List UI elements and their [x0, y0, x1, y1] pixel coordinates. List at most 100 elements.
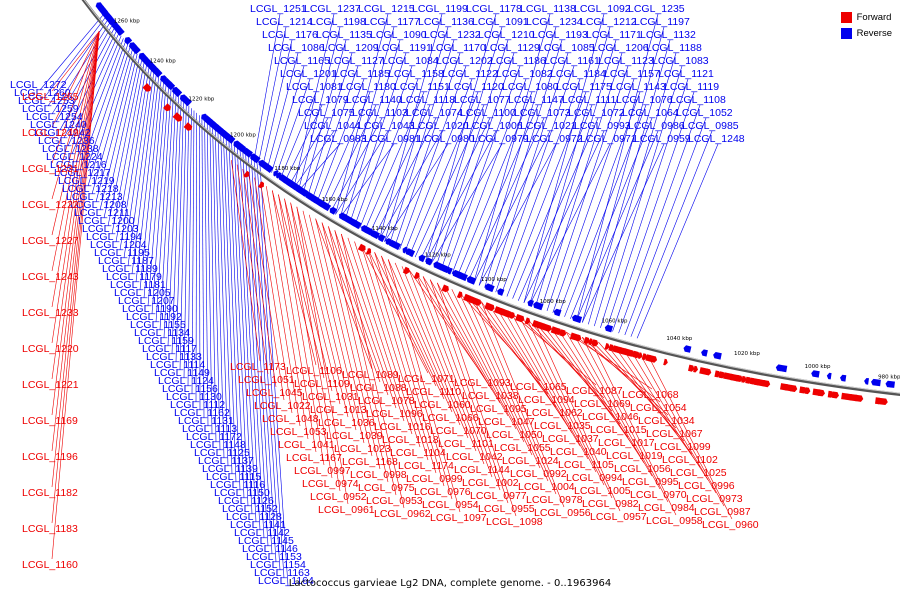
leader-line — [622, 348, 709, 481]
gene-label: LCGL_1044 — [304, 120, 361, 132]
ruler-tick-label: 1000 kbp — [805, 364, 831, 370]
gene-label: LCGL_0974 — [302, 478, 359, 490]
gene-label: LCGL_0959 — [634, 133, 691, 145]
gene-label: LCGL_1176 — [262, 29, 318, 41]
gene-label: LCGL_1219 — [58, 175, 115, 187]
leader-line — [111, 61, 145, 235]
gene-label: LCGL_1191 — [376, 42, 432, 54]
reverse-gene-arrow — [174, 89, 183, 98]
gene-label: LCGL_1019 — [606, 450, 663, 462]
forward-gene-arrow — [583, 336, 590, 344]
leader-line — [103, 56, 140, 219]
forward-gene-arrow — [741, 375, 747, 383]
gene-label: LCGL_1234 — [526, 16, 583, 28]
leader-line — [429, 279, 509, 504]
gene-label: LCGL_1186 — [490, 55, 546, 67]
gene-label: LCGL_1082 — [496, 68, 553, 80]
leader-line — [225, 137, 241, 491]
reverse-gene-arrow — [266, 165, 274, 173]
gene-label: LCGL_1066 — [422, 412, 479, 424]
reverse-gene-arrow — [408, 249, 416, 258]
gene-label: LCGL_1050 — [486, 429, 543, 441]
leader-line — [570, 117, 653, 319]
leader-line — [155, 88, 172, 323]
ruler-tick-label: 1100 kbp — [481, 277, 507, 283]
legend: Forward Reverse — [840, 9, 892, 41]
leader-line — [79, 40, 126, 171]
leader-line — [51, 31, 100, 488]
gene-label: LCGL_1154 — [250, 559, 306, 571]
leader-line — [290, 202, 341, 492]
gene-label: LCGL_1075 — [298, 107, 355, 119]
gene-label: LCGL_1037 — [542, 433, 599, 445]
ruler-tick-label: 1240 kbp — [150, 59, 176, 65]
leader-line — [253, 159, 281, 571]
leader-line — [517, 117, 599, 301]
leader-line — [518, 315, 605, 399]
leader-line — [401, 266, 477, 452]
leader-line — [473, 13, 551, 284]
leader-line — [458, 292, 541, 469]
leader-line — [489, 52, 569, 291]
gene-label: LCGL_1024 — [502, 455, 559, 467]
leader-line — [51, 31, 100, 416]
gene-label: LCGL_1016 — [374, 421, 431, 433]
gene-label: LCGL_1200 — [78, 215, 135, 227]
gene-label: LCGL_1144 — [454, 464, 510, 476]
gene-label: LCGL_1138 — [520, 3, 576, 15]
leader-line — [272, 190, 317, 366]
gene-label: LCGL_0954 — [422, 499, 479, 511]
reverse-gene-arrow — [604, 324, 613, 333]
gene-label: LCGL_1079 — [292, 94, 349, 106]
forward-gene-arrow — [693, 365, 698, 373]
gene-label: LCGL_1209 — [322, 42, 379, 54]
gene-label: LCGL_1198 — [310, 16, 366, 28]
leader-line — [462, 104, 539, 279]
leader-line — [275, 78, 311, 176]
gene-label: LCGL_1272 — [10, 79, 67, 91]
gene-label: LCGL_0962 — [374, 508, 431, 520]
gene-label: LCGL_1071 — [398, 373, 455, 385]
gene-label: LCGL_1101 — [438, 438, 494, 450]
ruler-tick-label: 1260 kbp — [114, 18, 140, 24]
gene-label: LCGL_1102 — [662, 454, 718, 466]
ruler-tick-label: 1160 kbp — [322, 197, 348, 203]
leader-line — [296, 206, 349, 505]
leader-line — [478, 26, 557, 286]
leader-line — [91, 48, 133, 195]
reverse-gene-arrow — [166, 81, 176, 91]
leader-line — [374, 252, 445, 487]
leader-line — [95, 51, 136, 203]
leader-line — [51, 31, 100, 380]
forward-gene-arrow — [365, 247, 372, 255]
leader-line — [260, 181, 301, 427]
gene-label: LCGL_1124 — [158, 375, 214, 387]
gene-label: LCGL_1020 — [412, 120, 469, 132]
gene-label: LCGL_0970 — [630, 489, 687, 501]
gene-label: LCGL_1055 — [494, 442, 551, 454]
leader-line — [135, 76, 159, 283]
reverse-gene-arrow — [572, 314, 583, 324]
forward-gene-arrow — [509, 311, 515, 319]
gene-label: LCGL_1111 — [562, 94, 616, 106]
leader-line — [253, 13, 281, 161]
leader-line — [511, 312, 597, 473]
gene-label: LCGL_0998 — [350, 469, 407, 481]
leader-line — [175, 100, 184, 363]
leader-line — [278, 194, 325, 379]
gene-label: LCGL_1023 — [334, 443, 391, 455]
gene-label: LCGL_1110 — [406, 386, 461, 398]
gene-label: LCGL_1127 — [328, 55, 384, 67]
gene-label: LCGL_0972 — [526, 133, 583, 145]
gene-label: LCGL_1117 — [142, 343, 197, 355]
gene-label: LCGL_1161 — [544, 55, 600, 67]
genome-backbone-highlight — [83, 0, 900, 394]
gene-label: LCGL_0985 — [682, 120, 739, 132]
leader-line — [435, 39, 509, 267]
gene-label: LCGL_0982 — [582, 498, 639, 510]
leader-line — [43, 16, 106, 99]
gene-label: LCGL_1150 — [214, 487, 270, 499]
leader-line — [360, 244, 429, 374]
leader-line — [529, 143, 611, 305]
leader-line — [408, 269, 485, 465]
